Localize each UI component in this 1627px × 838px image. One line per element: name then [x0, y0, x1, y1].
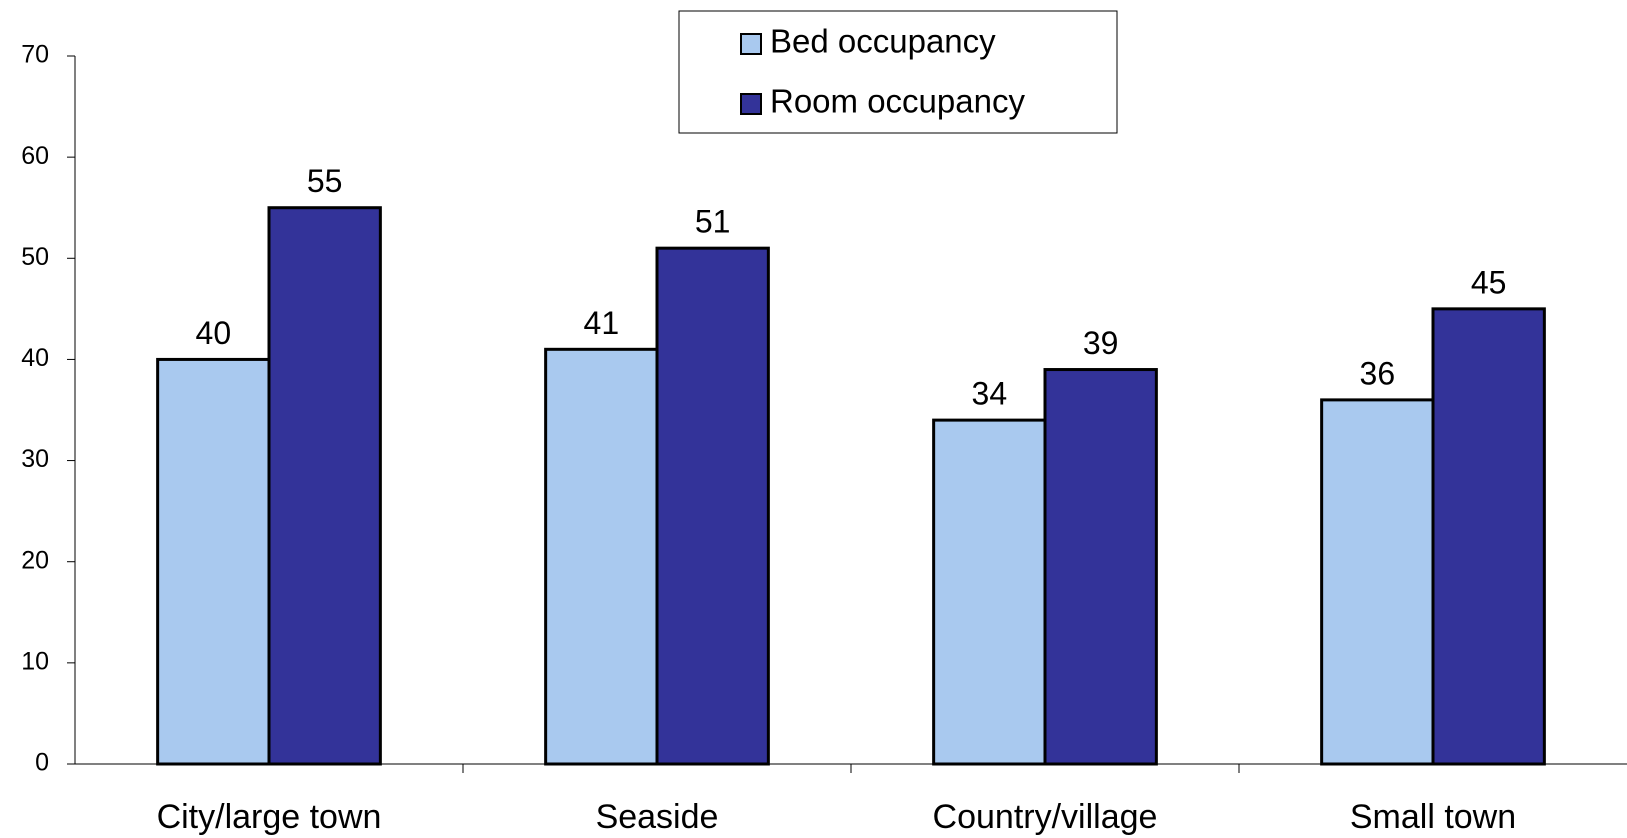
y-tick-label: 70	[21, 41, 49, 69]
x-tick-label: Country/village	[933, 798, 1158, 836]
x-tick-label: Small town	[1350, 798, 1516, 836]
legend-label: Bed occupancy	[770, 23, 996, 60]
bar	[932, 418, 1047, 766]
data-label: 40	[196, 315, 232, 351]
bar	[544, 347, 659, 766]
bar	[267, 206, 382, 766]
x-tick-label: City/large town	[157, 798, 382, 836]
bar	[655, 246, 770, 766]
legend-label: Room occupancy	[770, 83, 1025, 120]
data-label: 51	[695, 204, 731, 240]
y-tick-label: 0	[35, 749, 49, 777]
y-tick-label: 40	[21, 344, 49, 372]
bar	[1431, 307, 1546, 766]
y-tick-label: 60	[21, 142, 49, 170]
data-label: 39	[1083, 325, 1119, 361]
y-tick-label: 50	[21, 243, 49, 271]
data-label: 45	[1471, 264, 1507, 300]
data-label: 41	[584, 305, 620, 341]
legend-swatch	[740, 93, 762, 115]
x-tick-label: Seaside	[596, 798, 719, 836]
bar	[156, 357, 271, 766]
y-tick-label: 30	[21, 445, 49, 473]
y-tick-label: 20	[21, 546, 49, 574]
y-tick-label: 10	[21, 647, 49, 675]
data-label: 36	[1360, 355, 1396, 391]
legend-swatch	[740, 33, 762, 55]
bar	[1043, 368, 1158, 766]
bar	[1320, 398, 1435, 766]
data-label: 34	[972, 376, 1008, 412]
data-label: 55	[307, 163, 343, 199]
